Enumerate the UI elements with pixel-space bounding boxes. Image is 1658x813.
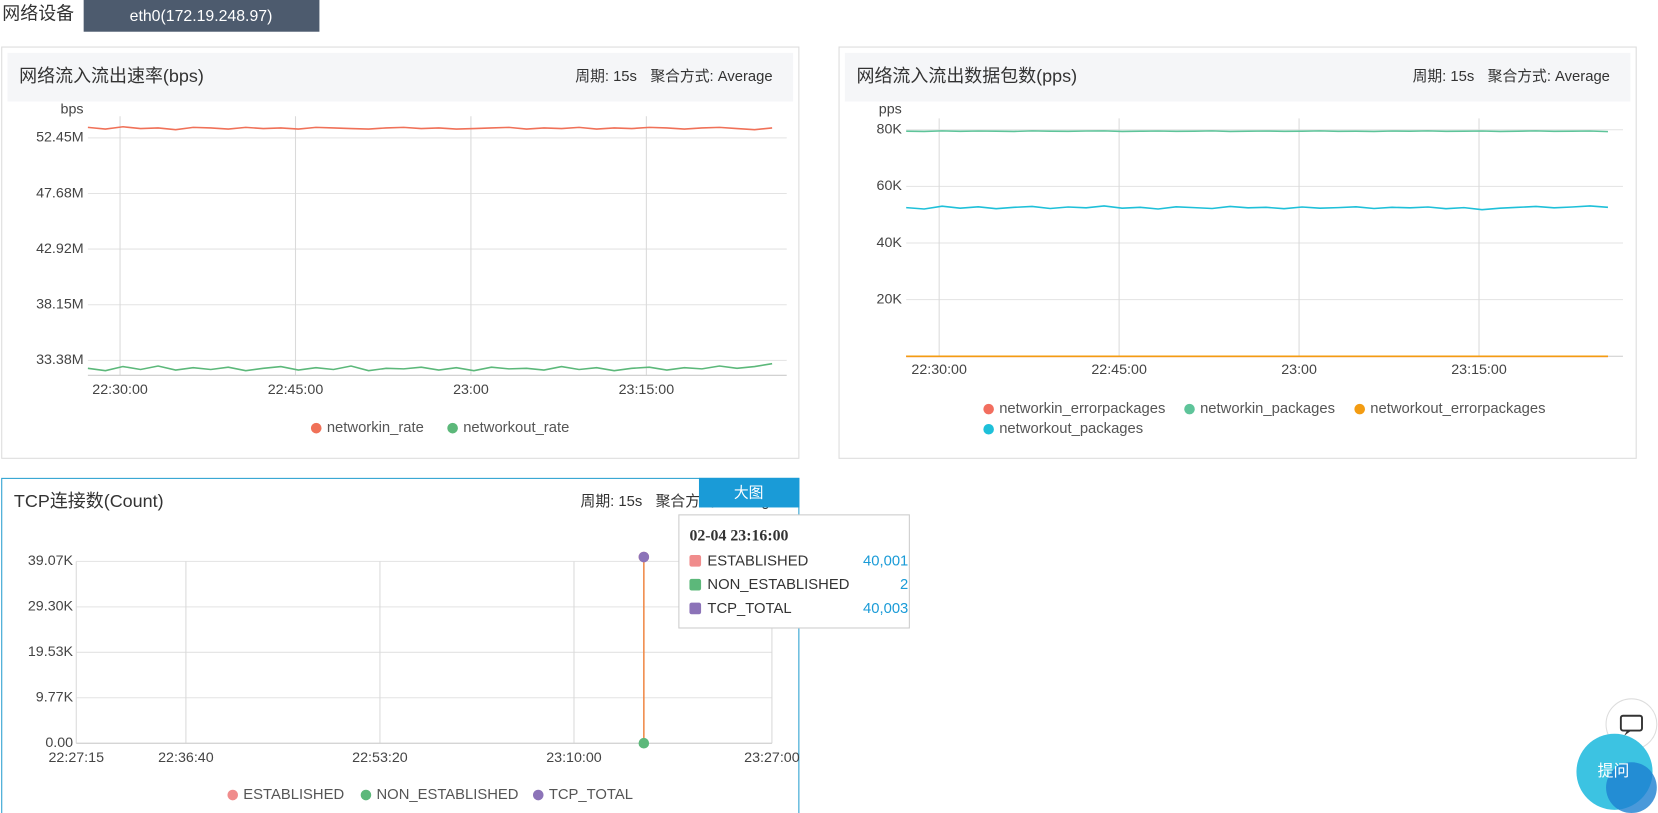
tooltip-title: 02-04 23:16:00 — [689, 528, 788, 545]
series-line — [906, 205, 1609, 211]
x-tick-label: 22:36:40 — [158, 750, 214, 766]
enlarge-button[interactable] — [698, 477, 800, 508]
legend-swatch — [447, 422, 458, 434]
y-tick-label: 52.45M — [36, 130, 84, 146]
x-tick-label: 23:15:00 — [1451, 362, 1507, 378]
legend-swatch — [983, 403, 994, 415]
tooltip-swatch — [689, 555, 702, 567]
enlarge-button-text[interactable]: 大图 — [734, 485, 764, 502]
series-line — [87, 362, 773, 372]
x-tick-label: 22:45:00 — [268, 382, 324, 398]
y-tick-label: 9.77K — [36, 690, 74, 706]
legend-swatch — [1354, 403, 1366, 415]
legend-label: networkin_errorpackages — [999, 401, 1165, 417]
tooltip-name: ESTABLISHED — [707, 553, 808, 569]
period: 周期: 15s — [581, 493, 643, 510]
tooltip-swatch — [689, 578, 702, 591]
tooltip-name: NON_ESTABLISHED — [707, 577, 849, 593]
period: 周期: 15s — [575, 68, 637, 85]
y-tick-label: 42.92M — [36, 241, 84, 257]
chat-icon — [1624, 730, 1632, 736]
legend-label: networkin_packages — [1200, 401, 1335, 417]
device-label: 网络设备 — [2, 4, 74, 24]
y-tick-label: 38.15M — [36, 296, 84, 312]
legend-label: networkout_errorpackages — [1370, 401, 1545, 417]
legend-label: networkout_rate — [463, 420, 569, 436]
y-tick-label: 60K — [877, 178, 903, 194]
aggregation: 聚合方式: Average — [1488, 68, 1610, 85]
device-select[interactable] — [83, 0, 320, 32]
tooltip: 02-04 23:16:00 ESTABLISHED 40,001 NON_ESTA… — [678, 514, 910, 629]
aggregation: 聚合方式: Average — [650, 68, 772, 85]
y-unit: bps — [61, 102, 84, 118]
ask-button-text[interactable]: 提问 — [1598, 762, 1630, 780]
tooltip-box — [678, 514, 910, 629]
x-tick-label: 23:00 — [453, 382, 489, 398]
tooltip-name: TCP_TOTAL — [707, 601, 791, 617]
y-tick-label: 19.53K — [28, 644, 74, 660]
x-tick-label: 22:45:00 — [1091, 362, 1147, 378]
x-tick-label: 22:30:00 — [911, 362, 967, 378]
legend-swatch — [1184, 403, 1195, 415]
data-point — [638, 551, 650, 563]
tooltip-value: 40,001 — [863, 553, 908, 569]
x-tick-label: 23:27:00 — [744, 750, 800, 766]
tooltip-value: 40,003 — [863, 601, 908, 617]
legend-label: TCP_TOTAL — [549, 787, 633, 803]
y-tick-label: 33.38M — [36, 352, 84, 368]
tooltip-value: 2 — [900, 577, 908, 593]
legend-label: networkout_packages — [999, 421, 1143, 437]
tooltip-swatch — [689, 602, 702, 615]
ask-button-overlay — [1606, 762, 1657, 813]
x-tick-label: 22:27:15 — [48, 750, 104, 766]
y-tick-label: 29.30K — [28, 599, 74, 615]
x-tick-label: 22:53:20 — [352, 750, 408, 766]
panel-title: 网络流入流出速率(bps) — [19, 66, 204, 86]
y-tick-label: 80K — [877, 122, 903, 138]
x-tick-label: 23:10:00 — [546, 750, 602, 766]
legend-swatch — [983, 423, 994, 435]
y-tick-label: 47.68M — [36, 185, 84, 201]
panel — [1, 477, 800, 813]
series-line — [87, 125, 773, 131]
y-unit: pps — [879, 102, 902, 118]
legend-swatch — [360, 789, 372, 801]
legend-swatch — [227, 789, 239, 801]
y-tick-label: 20K — [877, 291, 903, 307]
panel-header — [844, 52, 1631, 102]
y-tick-label: 40K — [877, 235, 903, 251]
legend-swatch — [532, 789, 544, 801]
legend-label: networkin_rate — [327, 420, 424, 436]
x-tick-label: 23:15:00 — [619, 382, 675, 398]
series-line — [906, 130, 1608, 133]
x-tick-label: 22:30:00 — [92, 382, 148, 398]
panel — [838, 46, 1637, 459]
legend-swatch — [310, 422, 322, 434]
y-tick-label: 39.07K — [28, 553, 74, 569]
legend-label: ESTABLISHED — [243, 787, 344, 803]
panel-header — [7, 52, 794, 102]
data-point — [638, 737, 650, 749]
legend-label: NON_ESTABLISHED — [377, 787, 519, 803]
period: 周期: 15s — [1413, 68, 1475, 85]
panel-title: TCP连接数(Count) — [14, 491, 164, 511]
panel — [1, 46, 800, 459]
panel-title: 网络流入流出数据包数(pps) — [856, 66, 1077, 86]
y-tick-label: 0.00 — [45, 735, 73, 751]
device-select-text[interactable]: eth0(172.19.248.97) — [130, 8, 273, 25]
x-tick-label: 23:00 — [1281, 362, 1317, 378]
